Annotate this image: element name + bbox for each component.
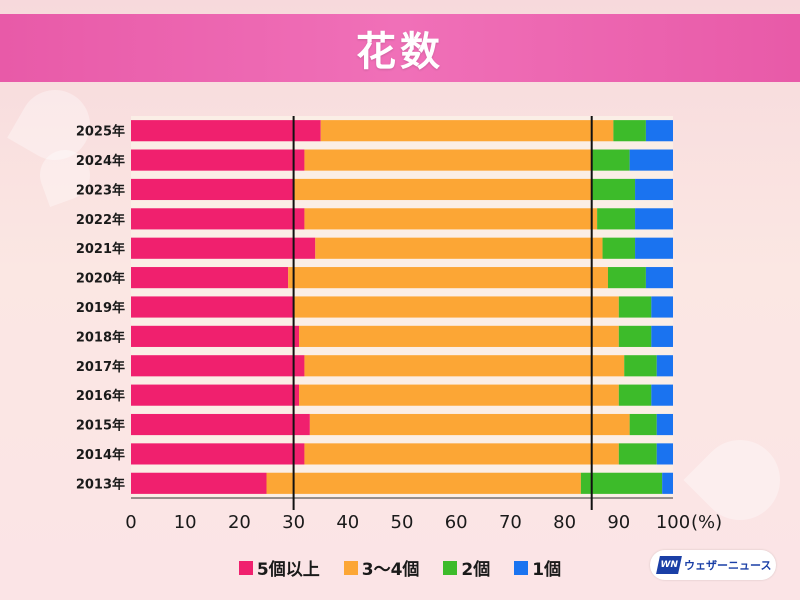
legend-item-two: 2個 (443, 555, 490, 580)
bar-segment (131, 178, 294, 201)
bar-segment (293, 178, 592, 201)
category-label: 2013年 (76, 476, 125, 492)
bar-segment (131, 120, 321, 142)
category-label: 2022年 (76, 212, 125, 228)
x-tick-label: 90 (607, 512, 630, 533)
bar-segment (299, 325, 619, 347)
legend-item-one: 1個 (514, 555, 561, 580)
title-banner: 花数 (0, 14, 800, 82)
category-label: 2019年 (76, 300, 125, 316)
bar-segment (293, 296, 619, 318)
bar-segment (131, 208, 305, 230)
x-tick-label: 80 (553, 512, 576, 533)
x-tick-label: 70 (499, 512, 522, 533)
bar-segment (288, 267, 608, 289)
bar-segment (591, 149, 630, 171)
category-label: 2025年 (76, 124, 125, 140)
bar-segment (635, 208, 673, 230)
logo-text: ウェザーニュース (684, 559, 772, 572)
bar-segment (131, 355, 305, 377)
legend-swatch (343, 560, 358, 575)
bar-segment (309, 413, 630, 436)
bar-segment (629, 413, 657, 436)
x-tick-label: 100 (656, 512, 690, 533)
x-tick-label: 50 (391, 512, 414, 533)
x-tick-label: 40 (336, 512, 359, 533)
bar-segment (651, 384, 673, 406)
page-title: 花数 (356, 29, 444, 75)
bar-segment (304, 443, 619, 465)
bar-segment (304, 149, 592, 171)
x-tick-label: 60 (445, 512, 468, 533)
bar-segment (266, 472, 581, 494)
bar-segment (304, 355, 625, 377)
bar-segment (618, 384, 652, 406)
bar-segment (656, 413, 673, 436)
bar-segment (131, 384, 300, 406)
legend-swatch (238, 560, 253, 575)
bar-segment (613, 120, 646, 142)
bar-segment (131, 443, 305, 465)
category-label: 2016年 (76, 388, 125, 404)
bar-segment (131, 149, 305, 171)
weathernews-logo: WN ウェザーニュース (650, 550, 776, 580)
legend-swatch (514, 560, 529, 575)
legend-item-three-four: 3〜4個 (343, 555, 420, 580)
bar-segment (315, 237, 603, 259)
category-label: 2023年 (76, 182, 125, 198)
bar-segment (131, 325, 300, 347)
logo-mark: WN (656, 556, 682, 574)
bar-segment (131, 267, 289, 289)
x-tick-label: 0 (125, 512, 136, 533)
bar-segment (618, 443, 657, 465)
legend-label: 2個 (461, 560, 491, 580)
category-label: 2014年 (76, 447, 125, 463)
bar-segment (624, 355, 657, 377)
bar-segment (645, 267, 673, 289)
bar-segment (618, 325, 652, 347)
bar-segment (656, 443, 673, 465)
bar-segment (651, 325, 673, 347)
bar-segment (131, 296, 294, 318)
bar-segment (645, 120, 673, 142)
x-tick-label: 20 (228, 512, 251, 533)
x-tick-label: 10 (174, 512, 197, 533)
bar-segment (618, 296, 652, 318)
bar-segment (304, 208, 598, 230)
bar-segment (131, 413, 310, 436)
category-label: 2020年 (76, 271, 125, 287)
bar-segment (662, 472, 673, 494)
bar-segment (629, 149, 673, 171)
bar-segment (131, 472, 267, 494)
bar-segment (299, 384, 619, 406)
legend-label: 5個以上 (256, 560, 320, 580)
bar-segment (651, 296, 673, 318)
x-tick-label: 30 (282, 512, 305, 533)
bar-segment (656, 355, 673, 377)
x-axis-unit: (%) (691, 512, 722, 533)
bar-segment (602, 237, 636, 259)
legend-swatch (443, 560, 458, 575)
legend: 5個以上 3〜4個 2個 1個 (0, 555, 800, 580)
bar-segment (591, 178, 636, 201)
category-label: 2018年 (76, 329, 125, 345)
bar-segment (320, 120, 614, 142)
category-label: 2021年 (76, 241, 125, 257)
category-label: 2024年 (76, 153, 125, 169)
legend-label: 1個 (532, 560, 562, 580)
legend-item-five-plus: 5個以上 (238, 555, 320, 580)
bar-segment (131, 237, 316, 259)
bar-segment (635, 237, 673, 259)
bar-segment (635, 178, 673, 201)
bar-segment (607, 267, 646, 289)
category-label: 2017年 (76, 359, 125, 375)
legend-label: 3〜4個 (361, 560, 420, 580)
bar-segment (597, 208, 636, 230)
category-label: 2015年 (76, 418, 125, 434)
bar-segment (580, 472, 663, 494)
